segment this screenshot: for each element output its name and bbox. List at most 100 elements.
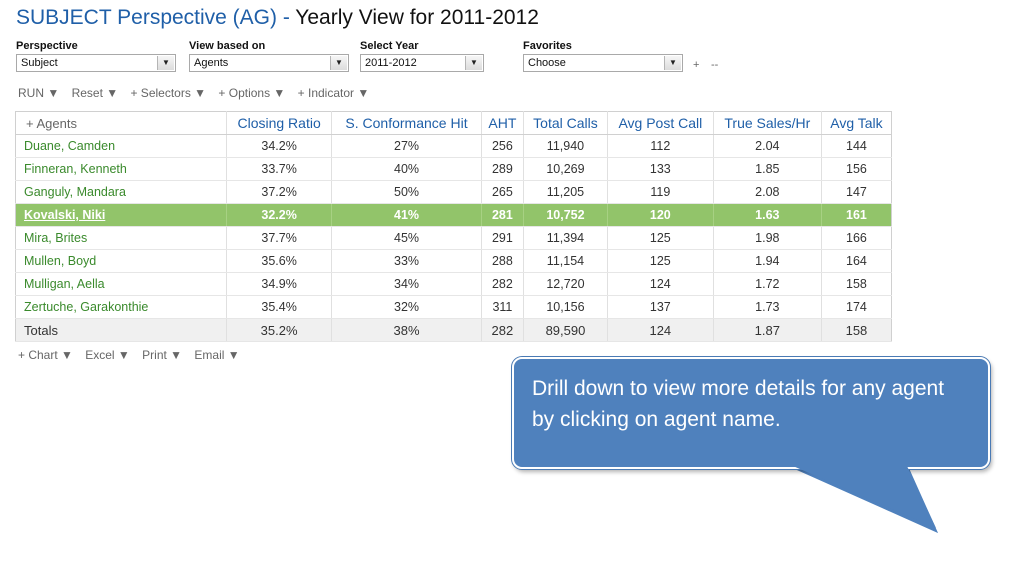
agent-name-cell[interactable]: Mira, Brites bbox=[15, 226, 227, 250]
conformance-hit-cell: 50% bbox=[331, 180, 482, 204]
view-based-on-filter: View based on Agents ▼ bbox=[189, 40, 349, 72]
agent-name-cell[interactable]: Zertuche, Garakonthie bbox=[15, 295, 227, 319]
table-header-row: + Agents Closing Ratio S. Conformance Hi… bbox=[15, 111, 892, 135]
table-row: Mulligan, Aella 34.9% 34% 282 12,720 124 1.72 1… bbox=[15, 272, 892, 296]
avg-post-call-cell: 125 bbox=[606, 226, 714, 250]
true-sales-hr-cell: 1.73 bbox=[712, 295, 822, 319]
aht-cell: 311 bbox=[480, 295, 524, 319]
total-calls-cell: 11,394 bbox=[523, 226, 608, 250]
column-header-agents[interactable]: + Agents bbox=[15, 111, 227, 135]
total-calls-cell: 11,940 bbox=[523, 134, 608, 158]
total-calls-cell: 11,154 bbox=[523, 249, 608, 273]
selectors-button[interactable]: + Selectors ▼ bbox=[130, 86, 207, 100]
chevron-down-icon[interactable]: ▼ bbox=[157, 56, 174, 70]
view-based-on-label: View based on bbox=[189, 40, 266, 52]
run-button[interactable]: RUN ▼ bbox=[18, 86, 60, 100]
page-title-view: Yearly View for 2011-2012 bbox=[295, 6, 539, 29]
agent-name-cell[interactable]: Kovalski, Niki bbox=[15, 203, 227, 227]
avg-talk-cell: 156 bbox=[820, 157, 892, 181]
total-calls-cell: 10,269 bbox=[523, 157, 608, 181]
totals-avg-talk-cell: 158 bbox=[820, 318, 892, 342]
chevron-down-icon[interactable]: ▼ bbox=[465, 56, 482, 70]
options-button[interactable]: + Options ▼ bbox=[218, 86, 286, 100]
avg-talk-cell: 147 bbox=[820, 180, 892, 204]
callout-bubble: Drill down to view more details for any … bbox=[512, 357, 990, 469]
avg-talk-cell: 158 bbox=[820, 272, 892, 296]
excel-button[interactable]: Excel ▼ bbox=[85, 348, 130, 362]
totals-row: Totals 35.2% 38% 282 89,590 124 1.87 158 bbox=[15, 318, 892, 342]
avg-talk-cell: 166 bbox=[820, 226, 892, 250]
agent-name-cell[interactable]: Duane, Camden bbox=[15, 134, 227, 158]
agent-name-cell[interactable]: Ganguly, Mandara bbox=[15, 180, 227, 204]
total-calls-cell: 10,752 bbox=[523, 203, 608, 227]
totals-closing-ratio-cell: 35.2% bbox=[225, 318, 332, 342]
column-header-avg-talk[interactable]: Avg Talk bbox=[820, 111, 892, 135]
table-row: Mira, Brites 37.7% 45% 291 11,394 125 1.98 166 bbox=[15, 226, 892, 250]
avg-post-call-cell: 119 bbox=[606, 180, 714, 204]
select-year-select[interactable]: 2011-2012 ▼ bbox=[360, 54, 484, 72]
closing-ratio-cell: 34.2% bbox=[225, 134, 332, 158]
avg-post-call-cell: 112 bbox=[606, 134, 714, 158]
table-row: Kovalski, Niki 32.2% 41% 281 10,752 120 1.63 16… bbox=[15, 203, 892, 227]
avg-talk-cell: 144 bbox=[820, 134, 892, 158]
remove-favorite-button[interactable]: -- bbox=[711, 59, 719, 71]
favorites-label: Favorites bbox=[523, 40, 572, 52]
aht-cell: 289 bbox=[480, 157, 524, 181]
avg-talk-cell: 161 bbox=[820, 203, 892, 227]
indicator-button[interactable]: + Indicator ▼ bbox=[297, 86, 370, 100]
true-sales-hr-cell: 1.94 bbox=[712, 249, 822, 273]
conformance-hit-cell: 40% bbox=[331, 157, 482, 181]
conformance-hit-cell: 27% bbox=[331, 134, 482, 158]
conformance-hit-cell: 41% bbox=[331, 203, 482, 227]
chevron-down-icon[interactable]: ▼ bbox=[330, 56, 347, 70]
avg-post-call-cell: 120 bbox=[606, 203, 714, 227]
totals-avg-post-call-cell: 124 bbox=[606, 318, 714, 342]
email-button[interactable]: Email ▼ bbox=[194, 348, 240, 362]
column-header-aht[interactable]: AHT bbox=[480, 111, 524, 135]
add-favorite-button[interactable]: + bbox=[693, 59, 700, 71]
conformance-hit-cell: 45% bbox=[331, 226, 482, 250]
page-title-subject: SUBJECT Perspective (AG) - bbox=[16, 6, 296, 29]
column-header-conformance-hit[interactable]: S. Conformance Hit bbox=[331, 111, 482, 135]
perspective-select[interactable]: Subject ▼ bbox=[16, 54, 176, 72]
page-title: SUBJECT Perspective (AG) - Yearly View f… bbox=[16, 6, 539, 30]
column-header-avg-post-call[interactable]: Avg Post Call bbox=[606, 111, 714, 135]
agent-name-cell[interactable]: Mullen, Boyd bbox=[15, 249, 227, 273]
table-row: Mullen, Boyd 35.6% 33% 288 11,154 125 1.94 164 bbox=[15, 249, 892, 273]
agent-name-cell[interactable]: Finneran, Kenneth bbox=[15, 157, 227, 181]
view-based-on-select[interactable]: Agents ▼ bbox=[189, 54, 349, 72]
chevron-down-icon[interactable]: ▼ bbox=[664, 56, 681, 70]
export-toolbar: + Chart ▼ Excel ▼ Print ▼ Email ▼ bbox=[18, 348, 249, 362]
aht-cell: 265 bbox=[480, 180, 524, 204]
view-based-on-value: Agents bbox=[194, 57, 229, 69]
conformance-hit-cell: 32% bbox=[331, 295, 482, 319]
select-year-label: Select Year bbox=[360, 40, 419, 52]
agent-name-cell[interactable]: Mulligan, Aella bbox=[15, 272, 227, 296]
totals-aht-cell: 282 bbox=[480, 318, 524, 342]
column-header-true-sales-hr[interactable]: True Sales/Hr bbox=[712, 111, 822, 135]
agents-table: + Agents Closing Ratio S. Conformance Hi… bbox=[15, 111, 892, 342]
table-row: Ganguly, Mandara 37.2% 50% 265 11,205 119 2.08… bbox=[15, 180, 892, 204]
closing-ratio-cell: 37.2% bbox=[225, 180, 332, 204]
total-calls-cell: 11,205 bbox=[523, 180, 608, 204]
conformance-hit-cell: 33% bbox=[331, 249, 482, 273]
favorites-select[interactable]: Choose ▼ bbox=[523, 54, 683, 72]
column-header-closing-ratio[interactable]: Closing Ratio bbox=[225, 111, 332, 135]
reset-button[interactable]: Reset ▼ bbox=[71, 86, 119, 100]
table-row: Finneran, Kenneth 33.7% 40% 289 10,269 133 1.8… bbox=[15, 157, 892, 181]
aht-cell: 282 bbox=[480, 272, 524, 296]
avg-post-call-cell: 133 bbox=[606, 157, 714, 181]
table-row: Zertuche, Garakonthie 35.4% 32% 311 10,156 13… bbox=[15, 295, 892, 319]
callout-text: Drill down to view more details for any … bbox=[532, 377, 945, 431]
closing-ratio-cell: 33.7% bbox=[225, 157, 332, 181]
column-header-total-calls[interactable]: Total Calls bbox=[523, 111, 608, 135]
avg-talk-cell: 174 bbox=[820, 295, 892, 319]
chart-button[interactable]: + Chart ▼ bbox=[18, 348, 73, 362]
select-year-value: 2011-2012 bbox=[365, 57, 417, 69]
print-button[interactable]: Print ▼ bbox=[142, 348, 183, 362]
avg-talk-cell: 164 bbox=[820, 249, 892, 273]
totals-true-sales-hr-cell: 1.87 bbox=[712, 318, 822, 342]
avg-post-call-cell: 124 bbox=[606, 272, 714, 296]
select-year-filter: Select Year 2011-2012 ▼ bbox=[360, 40, 484, 72]
favorites-filter: Favorites Choose ▼ bbox=[523, 40, 683, 72]
